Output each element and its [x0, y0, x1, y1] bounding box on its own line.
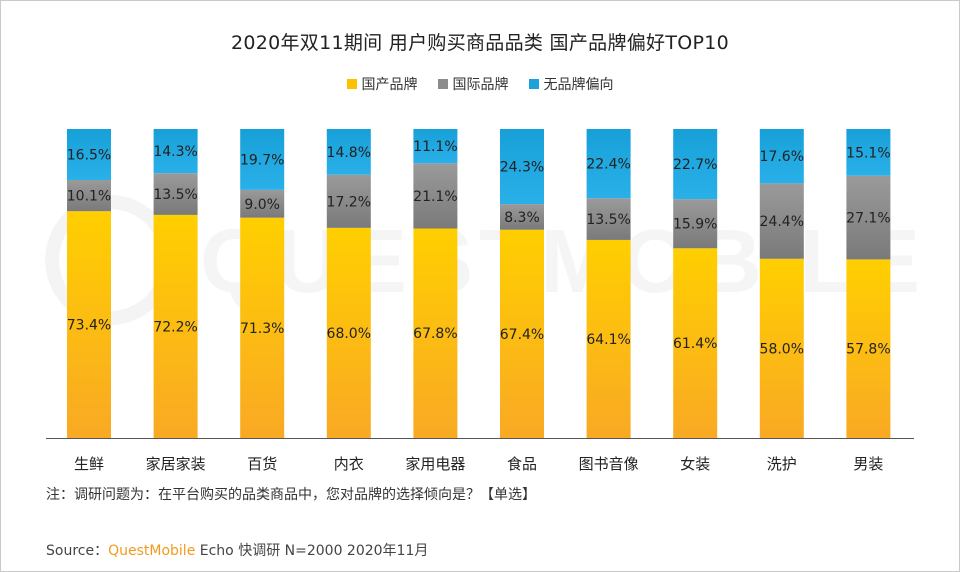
data-label-international: 27.1% — [846, 211, 890, 227]
source-brand: QuestMobile — [108, 543, 196, 559]
bar-no-preference — [413, 129, 458, 164]
data-label-domestic: 73.4% — [67, 318, 111, 334]
legend-swatch-domestic — [346, 79, 357, 89]
data-label-domestic: 71.3% — [240, 321, 284, 337]
x-tick-label: 家居家装 — [146, 455, 206, 473]
x-tick-label: 图书音像 — [579, 455, 639, 473]
legend-item-no-preference: 无品牌偏向 — [528, 74, 614, 94]
bar-domestic — [500, 229, 544, 438]
bar-no-preference — [586, 129, 631, 199]
data-label-no-preference: 11.1% — [413, 139, 457, 155]
bar-international — [67, 179, 111, 212]
x-tick-label: 生鲜 — [74, 455, 104, 473]
data-label-international: 17.2% — [327, 194, 371, 210]
x-tick-label: 洗护 — [767, 455, 797, 473]
chart-title: 2020年双11期间 用户购买商品品类 国产品牌偏好TOP10 — [230, 32, 730, 54]
bar-international — [413, 163, 458, 229]
legend-item-international: 国际品牌 — [437, 74, 509, 94]
data-label-no-preference: 14.3% — [153, 144, 197, 160]
data-label-domestic: 68.0% — [327, 326, 371, 342]
bar-no-preference — [67, 129, 111, 180]
x-tick-label: 男装 — [853, 455, 883, 473]
x-tick-label: 家用电器 — [405, 455, 465, 473]
data-label-international: 8.3% — [504, 210, 540, 226]
legend-swatch-international — [437, 79, 448, 89]
bar-no-preference — [846, 129, 891, 176]
bar-international — [846, 175, 891, 260]
x-tick-label: 百货 — [247, 455, 277, 473]
bar-domestic — [586, 239, 631, 438]
chart-legend: 国产品牌 国际品牌 无品牌偏向 — [0, 74, 960, 94]
data-label-international: 15.9% — [673, 217, 717, 233]
data-label-no-preference: 16.5% — [67, 147, 111, 163]
legend-label-domestic: 国产品牌 — [361, 77, 418, 93]
bar-international — [759, 183, 804, 259]
bar-domestic — [759, 258, 804, 438]
data-label-domestic: 58.0% — [760, 341, 804, 357]
bar-domestic — [67, 211, 111, 438]
bar-no-preference — [500, 129, 544, 205]
data-label-no-preference: 22.7% — [673, 157, 717, 173]
legend-label-no-preference: 无品牌偏向 — [543, 77, 614, 93]
data-label-domestic: 57.8% — [846, 342, 890, 358]
data-label-international: 13.5% — [586, 212, 630, 228]
stacked-bar-chart: 73.4% 10.1% 16.5% 生鲜 72.2% 13.5% 14.3% 家居家装 71.3… — [46, 129, 914, 473]
bar-international — [326, 174, 371, 228]
x-tick-label: 食品 — [507, 455, 537, 473]
bar-no-preference — [759, 129, 804, 184]
data-label-international: 13.5% — [153, 187, 197, 203]
bar-domestic — [413, 228, 458, 438]
data-label-no-preference: 17.6% — [760, 149, 804, 165]
legend-item-domestic: 国产品牌 — [346, 74, 418, 94]
bar-domestic — [326, 227, 371, 438]
bar-international — [500, 204, 544, 230]
data-label-no-preference: 19.7% — [240, 152, 284, 168]
bar-no-preference — [153, 129, 198, 174]
source-rest: Echo 快调研 N=2000 2020年11月 — [195, 543, 429, 559]
data-label-domestic: 64.1% — [586, 332, 630, 348]
data-label-international: 10.1% — [67, 189, 111, 205]
x-tick-label: 女装 — [680, 455, 710, 473]
data-label-no-preference: 14.8% — [327, 145, 371, 161]
bar-domestic — [673, 248, 718, 438]
data-label-no-preference: 24.3% — [500, 160, 544, 176]
legend-label-international: 国际品牌 — [452, 77, 509, 93]
bar-no-preference — [326, 129, 371, 175]
bar-domestic — [240, 217, 285, 438]
legend-swatch-no-preference — [528, 79, 539, 89]
data-label-no-preference: 22.4% — [586, 157, 630, 173]
data-label-domestic: 72.2% — [153, 319, 197, 335]
data-label-domestic: 67.8% — [413, 326, 457, 342]
data-label-international: 9.0% — [244, 197, 280, 213]
data-label-international: 21.1% — [413, 189, 457, 205]
bar-no-preference — [240, 129, 285, 190]
data-label-international: 24.4% — [760, 214, 804, 230]
data-label-domestic: 61.4% — [673, 336, 717, 352]
source-prefix: Source： — [46, 543, 109, 559]
survey-note: 注：调研问题为：在平台购买的品类商品中，您对品牌的选择倾向是？【单选】 — [46, 487, 536, 503]
source-line: Source：QuestMobile Echo 快调研 N=2000 2020年… — [46, 540, 428, 560]
bar-international — [586, 198, 631, 240]
bar-domestic — [846, 259, 891, 438]
x-tick-label: 内衣 — [334, 455, 364, 473]
data-label-domestic: 67.4% — [500, 327, 544, 343]
bar-international — [240, 189, 285, 218]
bar-international — [673, 199, 718, 249]
data-label-no-preference: 15.1% — [846, 145, 890, 161]
bar-international — [153, 173, 198, 215]
bar-no-preference — [673, 129, 718, 200]
bar-domestic — [153, 214, 198, 438]
